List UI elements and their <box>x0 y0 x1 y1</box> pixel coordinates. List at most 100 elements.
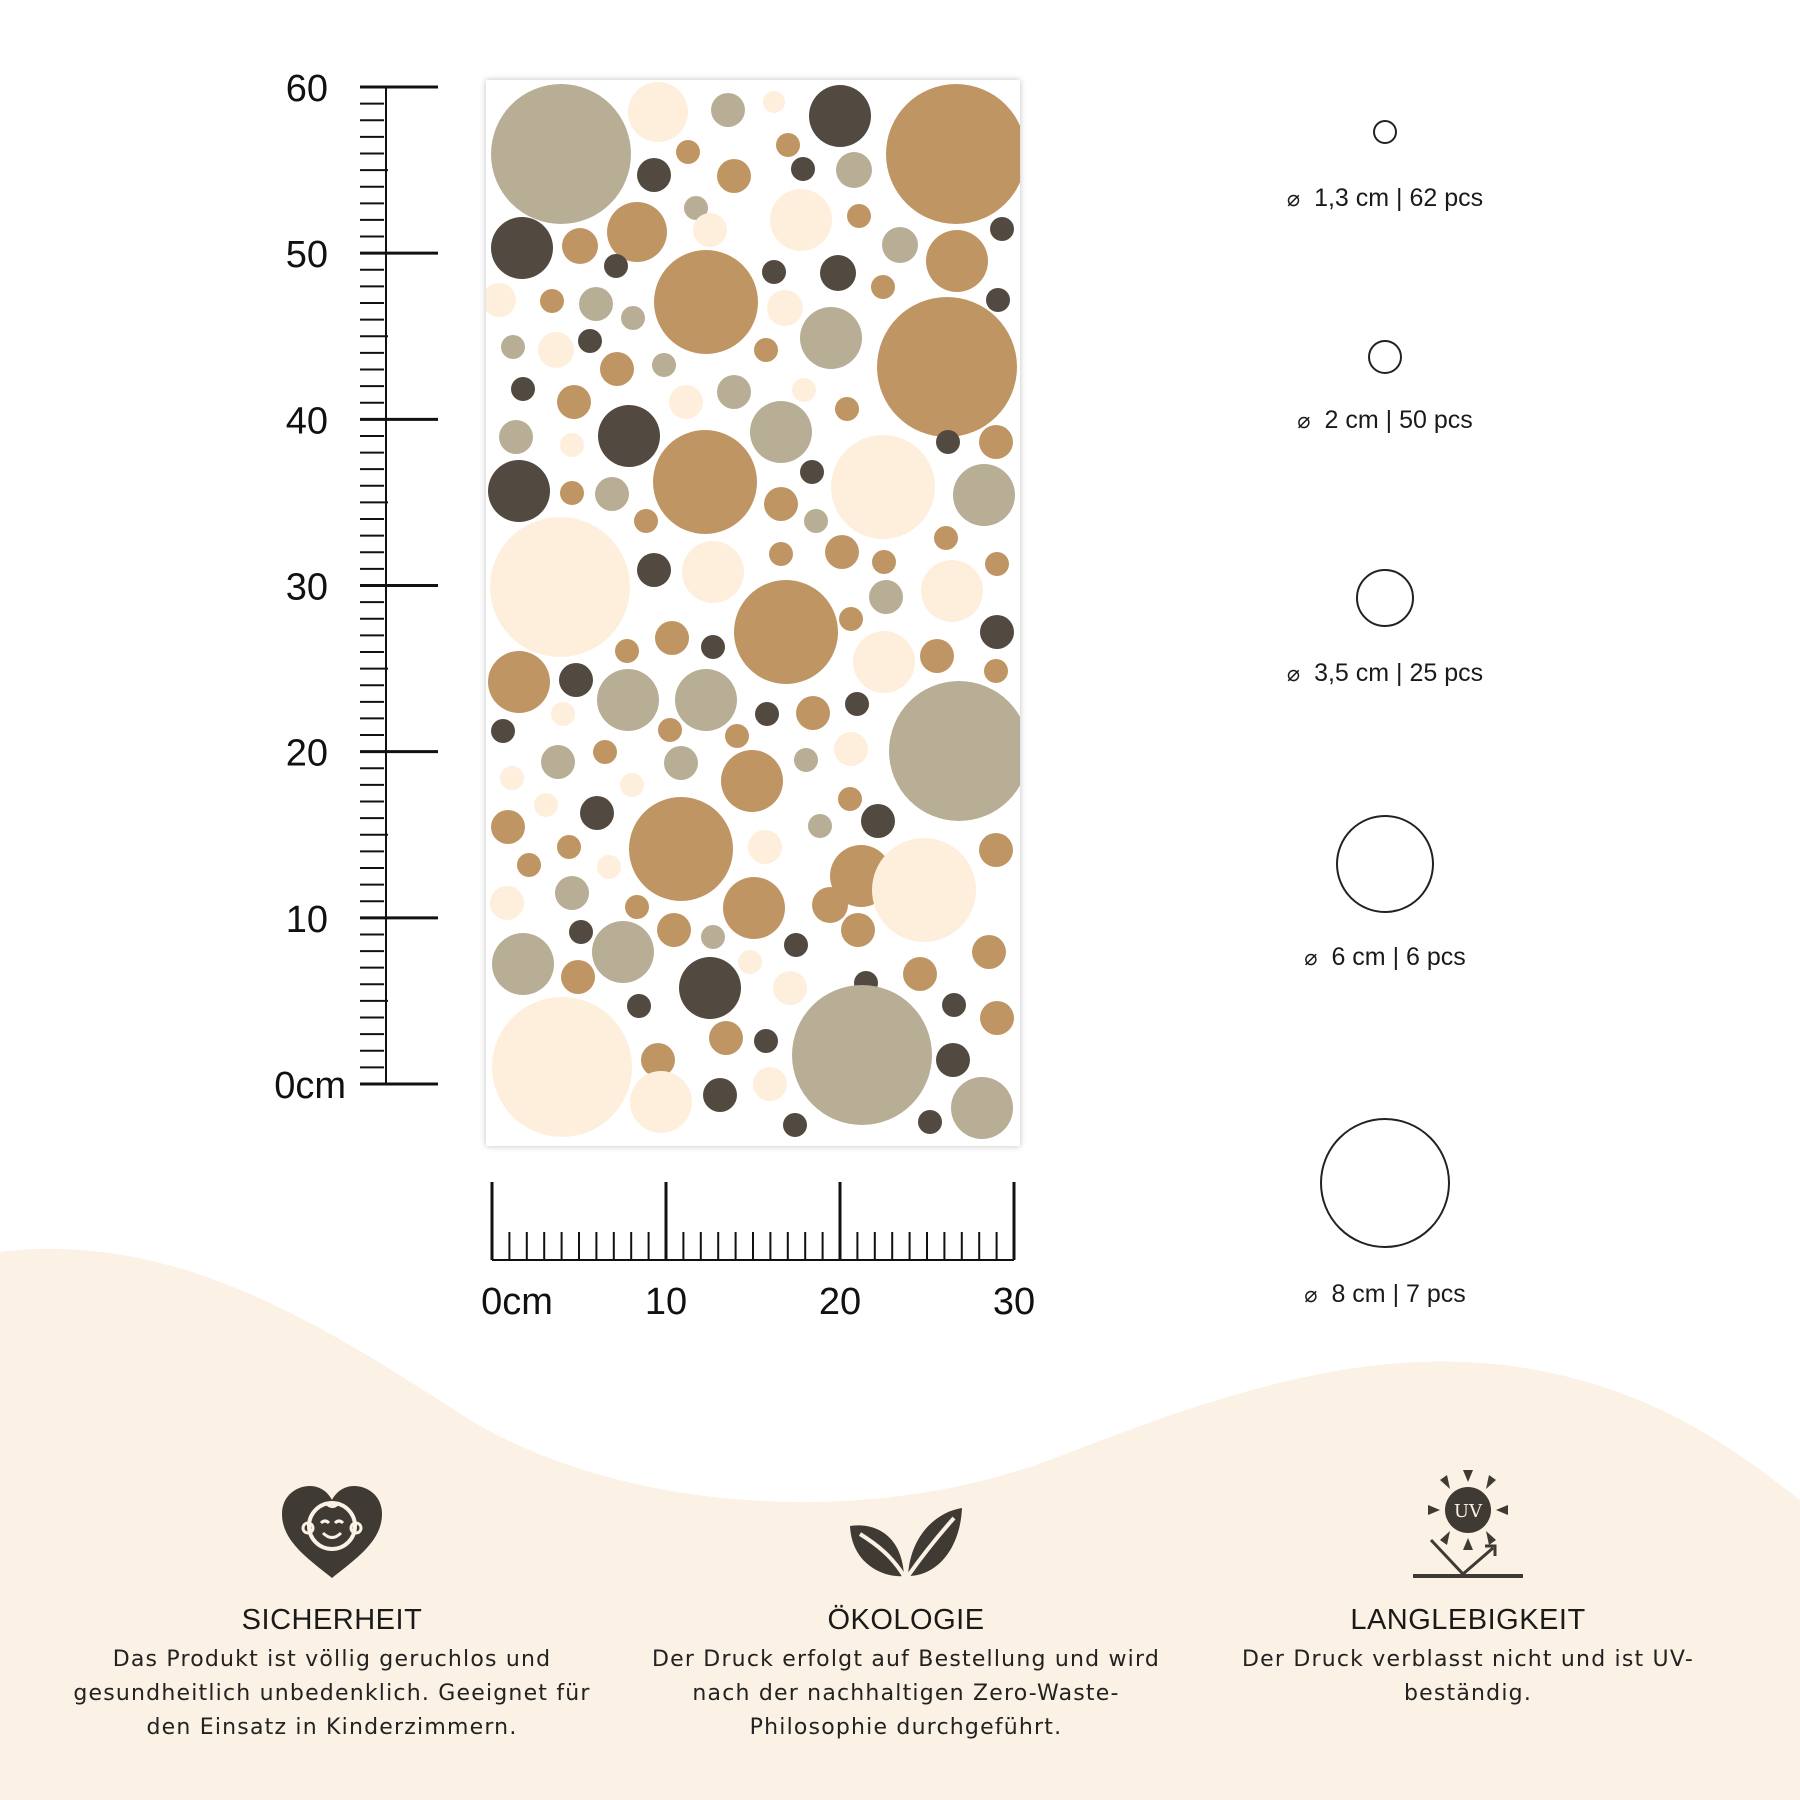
dot <box>534 793 558 817</box>
dot <box>490 886 524 920</box>
size-label: ⌀ 6 cm | 6 pcs <box>1230 943 1540 972</box>
feature-line: den Einsatz in Kinderzimmern. <box>146 1715 518 1740</box>
dot <box>808 814 832 838</box>
horizontal-ruler: 0cm 10 20 30 <box>481 1182 1035 1323</box>
dot <box>754 338 778 362</box>
dot <box>607 202 667 262</box>
dot <box>501 335 525 359</box>
dot <box>486 283 516 317</box>
dot <box>491 217 553 279</box>
feature-line: Der Druck verblasst nicht und ist UV- <box>1242 1647 1694 1672</box>
dot <box>615 639 639 663</box>
dot <box>845 692 869 716</box>
size-circle-6cm <box>1336 815 1434 913</box>
dot <box>979 833 1013 867</box>
horizontal-ruler-ticks <box>490 1182 1016 1261</box>
dot <box>634 509 658 533</box>
size-text: 2 cm | 50 pcs <box>1324 406 1473 434</box>
ruler-label: 50 <box>286 234 328 276</box>
dot <box>559 663 593 697</box>
dot <box>538 332 574 368</box>
dot <box>560 433 584 457</box>
dot <box>492 997 632 1137</box>
dot <box>800 307 862 369</box>
dot <box>628 82 688 142</box>
dot <box>488 460 550 522</box>
dot <box>517 853 541 877</box>
size-label: ⌀ 3,5 cm | 25 pcs <box>1230 659 1540 688</box>
vertical-ruler-ticks <box>360 85 438 1086</box>
dot <box>621 306 645 330</box>
dot <box>800 460 824 484</box>
size-circle-1-3cm <box>1373 120 1397 144</box>
ruler-label: 10 <box>645 1281 687 1323</box>
dot <box>984 659 1008 683</box>
dot <box>593 740 617 764</box>
dot <box>551 702 575 726</box>
feature-title: SICHERHEIT <box>241 1604 423 1636</box>
ruler-label: 20 <box>286 733 328 775</box>
dot <box>557 385 591 419</box>
dot <box>597 855 621 879</box>
ruler-label: 20 <box>819 1281 861 1323</box>
vertical-ruler: 0cm 10 20 30 40 50 60 <box>274 68 438 1107</box>
dot <box>871 275 895 299</box>
dot <box>776 133 800 157</box>
dot <box>641 1043 675 1077</box>
dot <box>825 535 859 569</box>
dot <box>748 830 782 864</box>
dot <box>985 552 1009 576</box>
dot <box>655 621 689 655</box>
dot <box>675 669 737 731</box>
dot <box>869 580 903 614</box>
dot <box>598 405 660 467</box>
uv-text: UV <box>1454 1501 1483 1522</box>
dot <box>831 435 935 539</box>
dot <box>980 1001 1014 1035</box>
dot <box>579 287 613 321</box>
dot <box>595 477 629 511</box>
dot <box>754 1029 778 1053</box>
feature-durability: UV LANGLEBIGKEIT Der Druck verblasst nic… <box>1198 1470 1738 1711</box>
dot <box>637 553 671 587</box>
dot <box>980 615 1014 649</box>
feature-description: Der Druck erfolgt auf Bestellung und wir… <box>636 1643 1176 1745</box>
dot <box>990 217 1014 241</box>
size-circle-2cm <box>1368 340 1402 374</box>
dot <box>630 1071 692 1133</box>
diameter-symbol: ⌀ <box>1304 1282 1318 1307</box>
dot <box>792 985 932 1125</box>
dot <box>627 994 651 1018</box>
dot <box>569 920 593 944</box>
size-text: 3,5 cm | 25 pcs <box>1314 659 1484 687</box>
dot <box>934 526 958 550</box>
size-text: 8 cm | 7 pcs <box>1331 1280 1466 1308</box>
dot <box>723 877 785 939</box>
dot <box>653 430 757 534</box>
dot <box>986 288 1010 312</box>
uv-sun-icon: UV <box>1198 1470 1738 1580</box>
dot <box>755 702 779 726</box>
dot <box>562 228 598 264</box>
dot <box>770 189 832 251</box>
feature-safety: SICHERHEIT Das Produkt ist völlig geruch… <box>62 1470 602 1745</box>
dot <box>491 810 525 844</box>
dot <box>838 787 862 811</box>
dot <box>492 933 554 995</box>
feature-line: beständig. <box>1403 1681 1533 1706</box>
dot <box>669 385 703 419</box>
dot <box>637 158 671 192</box>
feature-line: Der Druck erfolgt auf Bestellung und wir… <box>651 1647 1160 1672</box>
ruler-label: 60 <box>286 68 328 110</box>
dot <box>684 196 708 220</box>
dot <box>877 297 1017 437</box>
dot <box>882 227 918 263</box>
dot <box>861 804 895 838</box>
dot <box>920 639 954 673</box>
feature-title: ÖKOLOGIE <box>827 1604 985 1636</box>
size-circle-8cm <box>1320 1118 1450 1248</box>
dot <box>783 1113 807 1137</box>
dot <box>926 230 988 292</box>
dot <box>734 580 838 684</box>
